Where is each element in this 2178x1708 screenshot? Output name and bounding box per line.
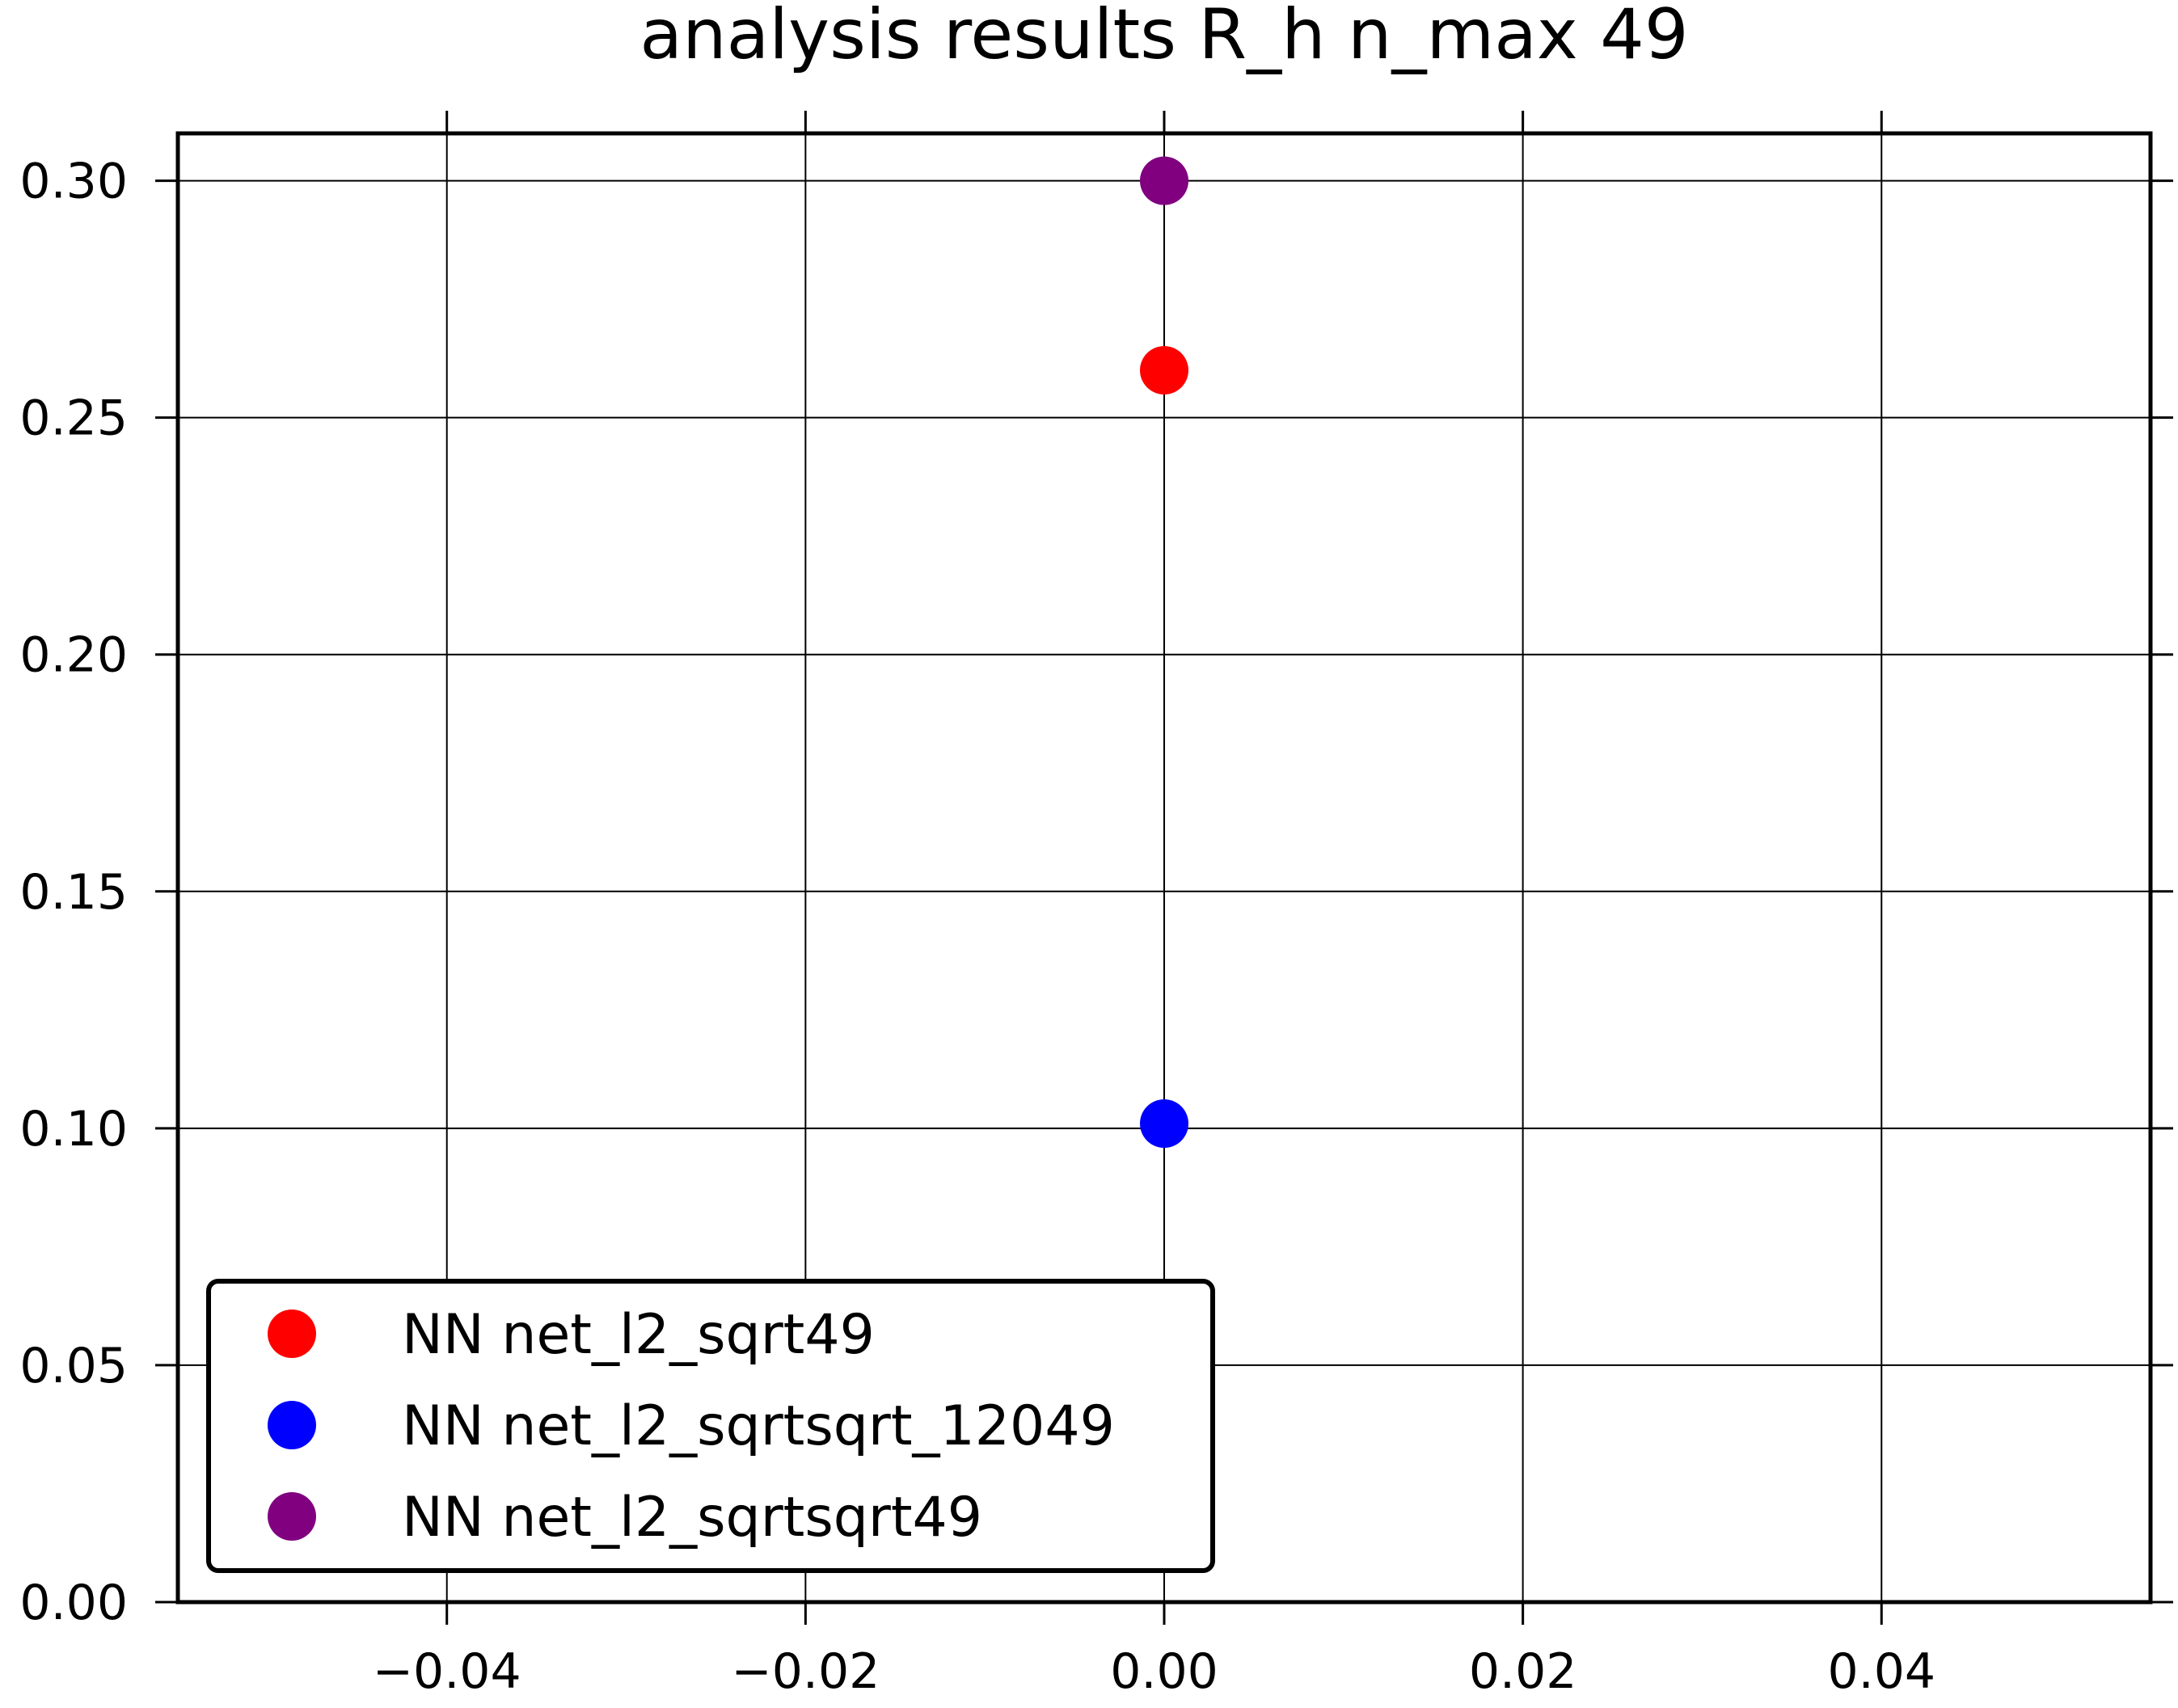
x-tick-label: 0.04 bbox=[1827, 1643, 1935, 1700]
x-tick-label: −0.04 bbox=[373, 1643, 521, 1700]
y-tick-label: 0.20 bbox=[19, 627, 128, 684]
y-tick-label: 0.05 bbox=[19, 1338, 128, 1394]
y-tick-label: 0.25 bbox=[19, 390, 128, 447]
x-tick-label: 0.00 bbox=[1110, 1643, 1218, 1700]
chart-title: analysis results R_h n_max 49 bbox=[639, 0, 1688, 75]
y-tick-label: 0.00 bbox=[19, 1575, 128, 1631]
data-point bbox=[1140, 346, 1188, 395]
y-tick-label: 0.10 bbox=[19, 1101, 128, 1158]
plot-frame bbox=[175, 131, 2153, 1605]
legend-entry-label: NN net_l2_sqrtsqrt49 bbox=[402, 1486, 982, 1550]
y-tick-label: 0.15 bbox=[19, 864, 128, 921]
data-point bbox=[1140, 156, 1188, 205]
legend: NN net_l2_sqrt49 NN net_l2_sqrtsqrt_12049… bbox=[206, 1279, 1215, 1573]
legend-entry-label: NN net_l2_sqrt49 bbox=[402, 1303, 875, 1367]
x-tick-label: 0.02 bbox=[1469, 1643, 1577, 1700]
data-point bbox=[1140, 1099, 1188, 1149]
data-points bbox=[1140, 156, 1188, 1149]
legend-marker bbox=[268, 1492, 316, 1541]
legend-marker bbox=[268, 1309, 316, 1358]
x-tick-label: −0.02 bbox=[731, 1643, 880, 1700]
legend-entry-label: NN net_l2_sqrtsqrt_12049 bbox=[402, 1394, 1115, 1458]
legend-box bbox=[206, 1279, 1215, 1573]
legend-marker bbox=[268, 1401, 316, 1449]
axis-ticks: −0.04 −0.02 0.00 0.02 0.04 0.00 0.05 0.10 0.15 0.… bbox=[19, 111, 2173, 1700]
y-tick-label: 0.30 bbox=[19, 154, 128, 210]
